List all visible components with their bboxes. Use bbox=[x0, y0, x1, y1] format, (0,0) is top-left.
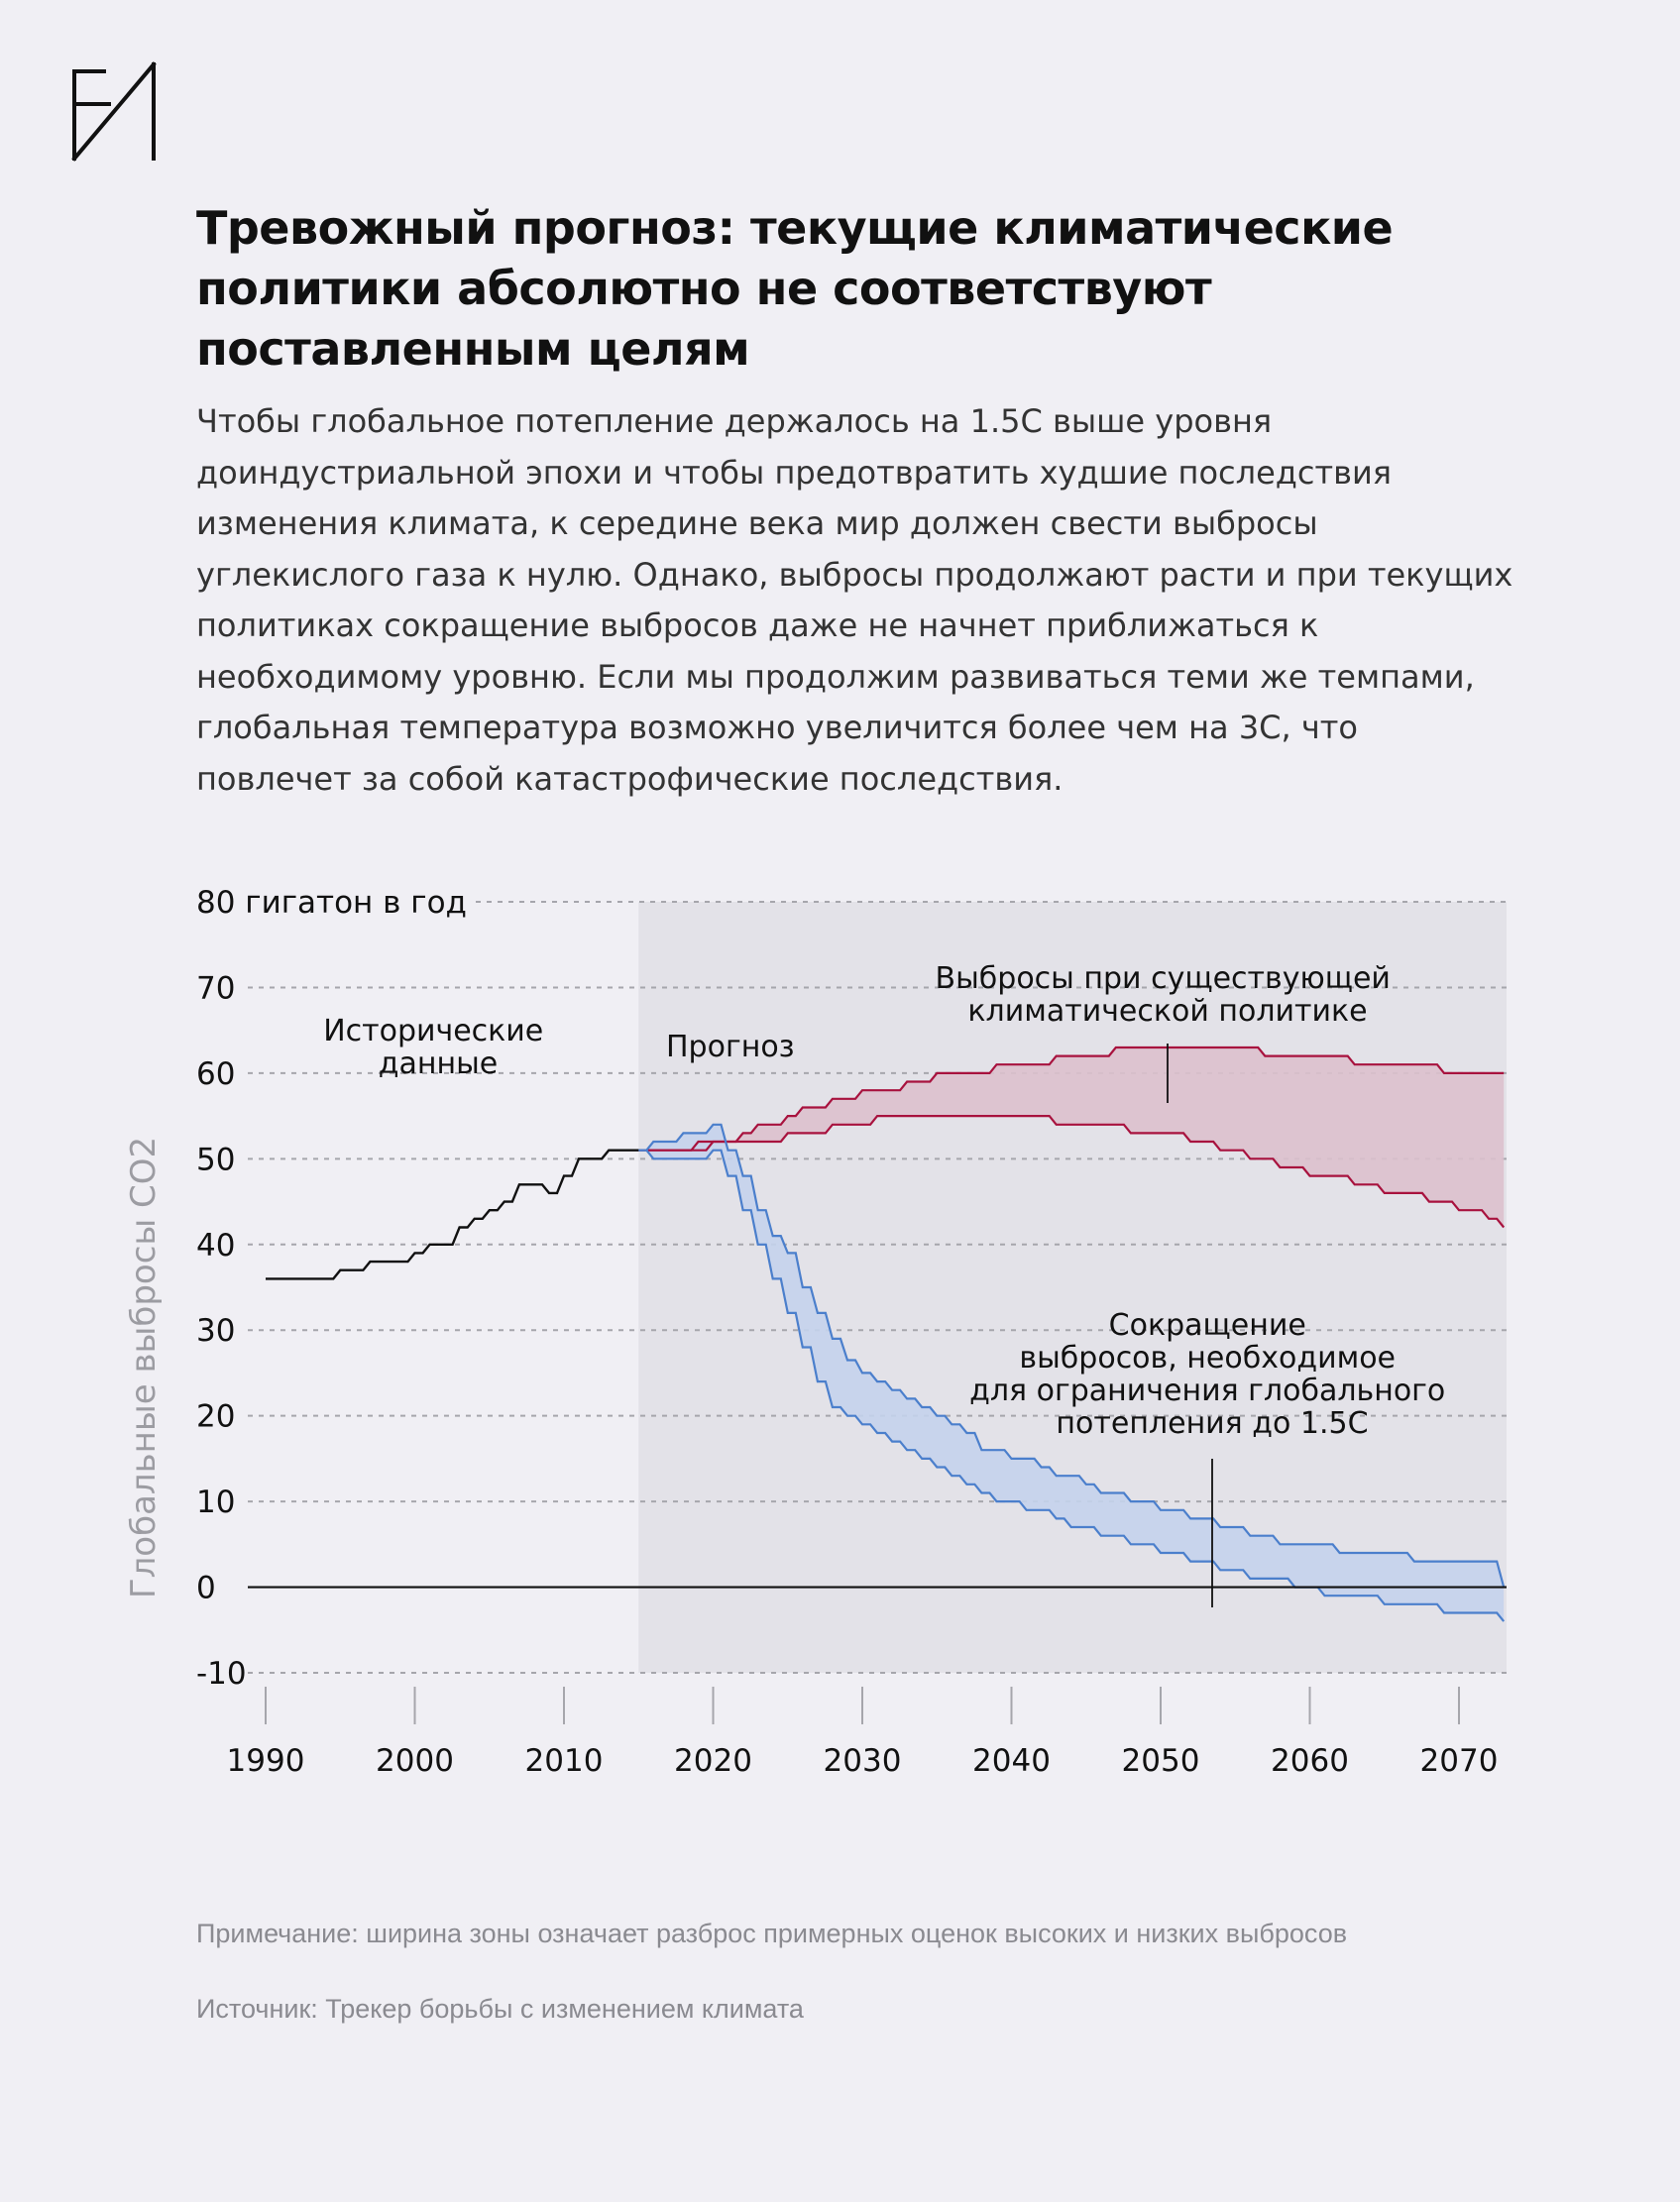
y-axis-label: Глобальные выбросы CO2 bbox=[124, 1137, 164, 1598]
lead-paragraph: Чтобы глобальное потепление держалось на… bbox=[196, 402, 1513, 798]
target-low-line bbox=[638, 1149, 1506, 1622]
page-title: Тревожный прогноз: текущие климатические… bbox=[196, 201, 1394, 376]
x-tick-label: 2050 bbox=[1122, 1743, 1200, 1779]
logo bbox=[71, 61, 157, 162]
y-tick-label: -10 bbox=[196, 1656, 247, 1692]
y-tick-label: 50 bbox=[196, 1142, 235, 1177]
y-tick-label: 80 гигатон в год bbox=[196, 885, 467, 921]
x-tick-label: 2030 bbox=[824, 1743, 902, 1779]
x-axis-ticks: 1990 2000 2010 2020 2030 2040 2050 2060 2070 bbox=[227, 1687, 1499, 1779]
x-tick-label: 2000 bbox=[376, 1743, 454, 1779]
chart-source: Источник: Трекер борьбы с изменением кли… bbox=[196, 1994, 804, 2024]
y-tick-label: 0 bbox=[196, 1571, 216, 1606]
y-axis-ticks: 80 гигатон в год 70 60 50 40 30 20 10 0 -10 bbox=[196, 885, 467, 1692]
target-range-area bbox=[638, 1124, 1505, 1622]
policy-range-area bbox=[638, 1047, 1505, 1228]
policy-high-line bbox=[638, 1046, 1505, 1152]
y-tick-label: 60 bbox=[196, 1056, 235, 1092]
y-tick-label: 70 bbox=[196, 970, 235, 1006]
x-tick-label: 2060 bbox=[1271, 1743, 1349, 1779]
annotation-target: Сокращение выбросов, необходимое для огр… bbox=[969, 1308, 1455, 1441]
annotation-history: Исторические данные bbox=[323, 1014, 553, 1081]
x-tick-label: 2040 bbox=[972, 1743, 1051, 1779]
x-tick-label: 1990 bbox=[227, 1743, 305, 1779]
historical-line bbox=[266, 1149, 639, 1280]
annotation-policy: Выбросы при существующей климатической п… bbox=[936, 961, 1400, 1029]
y-tick-label: 20 bbox=[196, 1399, 235, 1435]
annotation-forecast: Прогноз bbox=[666, 1030, 795, 1064]
x-tick-label: 2010 bbox=[525, 1743, 604, 1779]
y-tick-label: 30 bbox=[196, 1313, 235, 1349]
x-tick-label: 2020 bbox=[674, 1743, 752, 1779]
target-high-line bbox=[638, 1123, 1506, 1588]
x-tick-label: 2070 bbox=[1420, 1743, 1499, 1779]
y-tick-label: 10 bbox=[196, 1485, 235, 1520]
policy-low-line bbox=[638, 1115, 1506, 1229]
y-tick-label: 40 bbox=[196, 1228, 235, 1264]
chart-note: Примечание: ширина зоны означает разброс… bbox=[196, 1919, 1348, 1948]
